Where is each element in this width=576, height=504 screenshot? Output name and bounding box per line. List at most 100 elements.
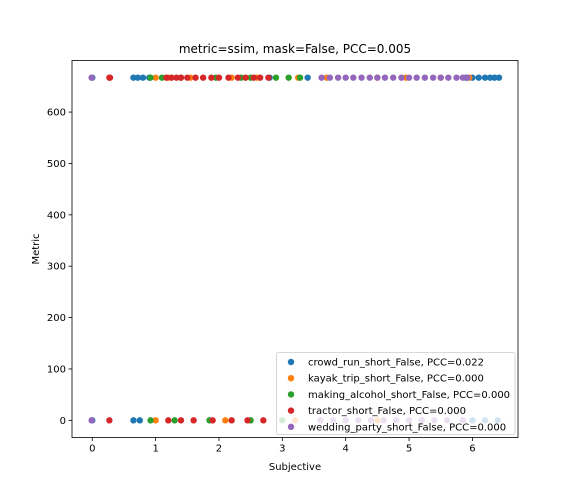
- y-tick-label: 0: [60, 416, 66, 427]
- y-axis: 0 100 200 300 400 500 600: [47, 108, 72, 427]
- y-tick-label: 100: [47, 364, 66, 375]
- scatter-point: [225, 74, 232, 81]
- scatter-point: [168, 74, 175, 81]
- x-axis-label: Subjective: [269, 462, 321, 473]
- scatter-point: [173, 74, 180, 81]
- scatter-point: [358, 74, 365, 81]
- y-tick-label: 400: [47, 210, 66, 221]
- scatter-point: [334, 74, 342, 81]
- x-axis: 0 1 2 3 4 5 6: [89, 437, 476, 455]
- scatter-point: [234, 74, 242, 81]
- scatter-point: [350, 74, 357, 81]
- scatter-point: [152, 74, 159, 81]
- scatter-point: [147, 417, 154, 424]
- y-tick-label: 500: [47, 159, 66, 170]
- scatter-point: [250, 74, 258, 81]
- legend-label: making_alcohol_short_False, PCC=0.000: [308, 390, 510, 401]
- x-tick-label: 5: [406, 444, 412, 455]
- legend-box: [276, 352, 516, 435]
- plot-frame: [71, 60, 519, 438]
- scatter-point: [413, 74, 420, 81]
- scatter-point: [228, 417, 235, 424]
- scatter-point: [495, 74, 503, 81]
- scatter-point: [272, 74, 280, 81]
- scatter-point: [304, 74, 311, 81]
- y-tick-label: 600: [47, 108, 66, 119]
- scatter-point: [421, 74, 429, 81]
- scatter-point: [453, 74, 460, 81]
- scatter-point: [398, 74, 405, 81]
- scatter-point: [139, 74, 147, 81]
- scatter-point: [130, 417, 137, 424]
- scatter-point: [256, 74, 264, 81]
- scatter-point: [326, 74, 334, 81]
- legend-marker: [287, 423, 295, 430]
- legend-marker: [287, 358, 295, 366]
- scatter-point: [265, 74, 272, 81]
- scatter-point: [481, 74, 489, 81]
- scatter-point: [152, 417, 159, 424]
- scatter-point: [437, 74, 444, 81]
- x-tick-label: 0: [89, 444, 95, 455]
- y-tick-label: 300: [47, 262, 66, 273]
- scatter-point: [405, 74, 413, 81]
- scatter-point: [192, 74, 199, 81]
- scatter-point: [177, 74, 185, 81]
- scatter-point: [147, 74, 154, 81]
- scatter-point: [190, 417, 197, 424]
- scatter-point: [429, 74, 437, 81]
- legend-label: tractor_short_False, PCC=0.000: [308, 406, 466, 417]
- scatter-point: [318, 74, 325, 81]
- scatter-point: [106, 74, 114, 81]
- x-tick-label: 2: [216, 444, 222, 455]
- scatter-point: [222, 417, 229, 424]
- scatter-point: [215, 74, 223, 81]
- scatter-point: [244, 417, 251, 424]
- scatter-point: [158, 74, 166, 81]
- y-axis-label: Metric: [31, 233, 42, 264]
- x-tick-label: 3: [279, 444, 285, 455]
- scatter-point: [389, 74, 397, 81]
- scatter-point: [475, 74, 482, 81]
- scatter-point: [134, 74, 142, 81]
- scatter-point: [208, 74, 215, 81]
- legend-label: crowd_run_short_False, PCC=0.022: [308, 358, 484, 369]
- scatter-point: [88, 74, 95, 81]
- scatter-point: [342, 74, 349, 81]
- scatter-point: [130, 74, 137, 81]
- scatter-point: [366, 74, 373, 81]
- scatter-point: [88, 417, 95, 424]
- legend-label: kayak_trip_short_False, PCC=0.000: [308, 374, 484, 385]
- scatter-point: [459, 74, 467, 81]
- scatter-point: [260, 417, 267, 424]
- legend-marker: [287, 375, 295, 382]
- x-tick-label: 6: [469, 444, 475, 455]
- scatter-point: [171, 417, 178, 424]
- scatter-point: [381, 74, 389, 81]
- scatter-point: [445, 74, 452, 81]
- scatter-point: [374, 74, 381, 81]
- scatter-point: [486, 74, 494, 81]
- scatter-point: [491, 74, 498, 81]
- scatter-point: [106, 417, 113, 424]
- legend-marker: [287, 407, 295, 414]
- scatter-point: [199, 74, 207, 81]
- x-tick-label: 4: [342, 444, 348, 455]
- scatter-point: [163, 74, 170, 81]
- scatter-point: [177, 417, 185, 424]
- scatter-point: [285, 74, 292, 81]
- scatter-point: [136, 417, 143, 424]
- y-tick-label: 200: [47, 313, 66, 324]
- scatter-point: [464, 74, 471, 81]
- scatter-point: [209, 417, 216, 424]
- scatter-point: [165, 417, 172, 424]
- chart-title: metric=ssim, mask=False, PCC=0.005: [179, 42, 411, 56]
- x-tick-label: 1: [152, 444, 158, 455]
- scatter-point: [296, 74, 304, 81]
- legend: crowd_run_short_False, PCC=0.022 kayak_tr…: [276, 352, 516, 435]
- legend-marker: [287, 391, 295, 398]
- scatter-point: [242, 74, 249, 81]
- legend-label: wedding_party_short_False, PCC=0.000: [308, 422, 506, 433]
- scatter-point: [184, 74, 191, 81]
